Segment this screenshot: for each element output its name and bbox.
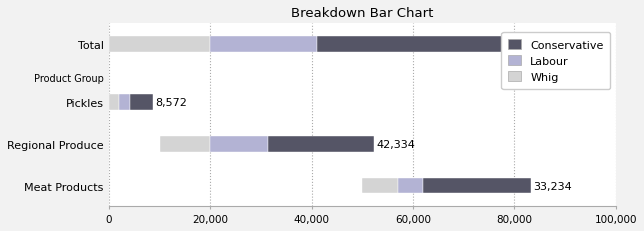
Bar — [109, 95, 119, 111]
Bar — [398, 178, 423, 194]
Bar — [130, 95, 153, 111]
Bar — [268, 136, 374, 152]
Text: 42,334: 42,334 — [377, 139, 415, 149]
Bar — [119, 95, 130, 111]
Bar — [317, 37, 535, 52]
Text: 33,234: 33,234 — [533, 181, 572, 191]
Bar — [423, 178, 531, 194]
Text: 84,140: 84,140 — [538, 40, 577, 49]
Title: Breakdown Bar Chart: Breakdown Bar Chart — [291, 7, 433, 20]
Bar — [211, 37, 317, 52]
Bar — [211, 136, 268, 152]
Legend: Conservative, Labour, Whig: Conservative, Labour, Whig — [501, 33, 611, 89]
Bar — [160, 136, 211, 152]
Text: 8,572: 8,572 — [155, 98, 187, 108]
Bar — [109, 37, 211, 52]
Bar — [363, 178, 398, 194]
